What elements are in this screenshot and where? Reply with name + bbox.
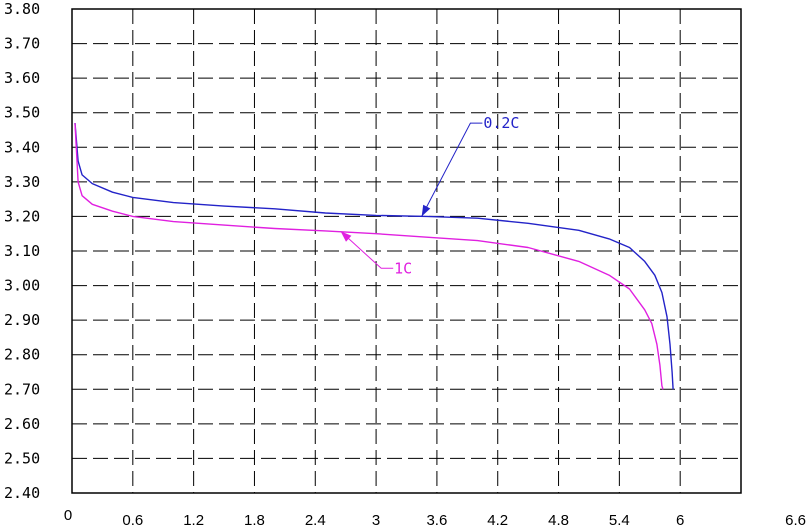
y-tick-label: 2.90 [4, 311, 40, 329]
y-tick-label: 3.30 [4, 173, 40, 191]
y-tick-label: 2.80 [4, 346, 40, 364]
callout-arrowhead-1c [340, 231, 352, 242]
y-tick-label: 3.60 [4, 69, 40, 87]
y-tick-label: 3.80 [4, 0, 40, 18]
callout-leader-0-2c [421, 122, 483, 217]
x-tick-label: 6 [676, 512, 684, 529]
plot-frame [71, 8, 742, 494]
x-tick-label: 3.6 [426, 512, 447, 529]
y-axis-ticks: 2.40 2.50 2.60 2.70 2.80 2.90 3.00 3.10 3.20 3.30… [4, 0, 40, 502]
x-axis-ticks: 0 0.6 1.2 1.8 2.4 3 3.6 4.2 4.8 5.4 6 6.6 [64, 507, 806, 529]
x-tick-label: 1.8 [244, 512, 265, 529]
series-line-1c [74, 123, 664, 390]
y-tick-label: 2.40 [4, 484, 40, 502]
x-tick-label: 1.2 [183, 512, 204, 529]
series-label-1c: 1C [394, 259, 412, 277]
y-tick-label: 2.60 [4, 415, 40, 433]
y-tick-label: 3.10 [4, 242, 40, 260]
x-tick-label: 0 [64, 507, 72, 524]
callout-leader-1c [340, 230, 394, 269]
y-tick-label: 3.50 [4, 104, 40, 122]
x-tick-label: 0.6 [122, 512, 143, 529]
y-tick-label: 3.40 [4, 138, 40, 156]
series-lines [74, 123, 674, 390]
x-tick-label: 3 [372, 512, 380, 529]
x-tick-label: 4.8 [548, 512, 569, 529]
x-tick-label: 5.4 [609, 512, 630, 529]
series-label-0-2c: 0.2C [483, 114, 519, 132]
grid-lines [72, 9, 741, 493]
x-tick-label: 6.6 [785, 512, 806, 529]
y-tick-label: 3.00 [4, 277, 40, 295]
y-tick-label: 3.20 [4, 207, 40, 225]
series-line-0-2c [74, 123, 674, 390]
x-tick-label: 2.4 [305, 512, 326, 529]
y-tick-label: 2.50 [4, 449, 40, 467]
callout-arrowhead-0-2c [421, 204, 431, 217]
series-callouts: 0.2C 1C [340, 114, 519, 277]
y-tick-label: 3.70 [4, 35, 40, 53]
y-tick-label: 2.70 [4, 380, 40, 398]
x-tick-label: 4.2 [487, 512, 508, 529]
